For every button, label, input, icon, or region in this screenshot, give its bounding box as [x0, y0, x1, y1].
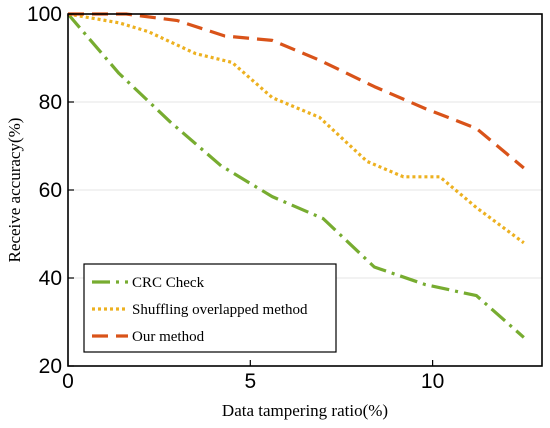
legend-label-1: CRC Check [132, 275, 205, 291]
x-tick-label: 0 [62, 370, 74, 393]
y-tick-label: 20 [39, 355, 62, 378]
y-tick-label: 80 [39, 91, 62, 114]
legend-label-3: Our method [132, 329, 205, 345]
series-line-1 [66, 12, 525, 339]
y-tick-label: 100 [27, 3, 62, 26]
series-line-3 [68, 12, 525, 170]
series-lines [66, 12, 525, 339]
x-tick-label: 5 [244, 370, 256, 393]
legend: CRC Check Shuffling overlapped method Our … [83, 263, 337, 353]
y-tick-label: 60 [39, 179, 62, 202]
y-tick-label: 40 [39, 267, 62, 290]
legend-label-2: Shuffling overlapped method [132, 302, 308, 318]
x-axis-label: Data tampering ratio(%) [222, 401, 388, 420]
y-axis-label: Receive accuracy(%) [5, 118, 24, 263]
x-tick-label: 10 [421, 370, 444, 393]
axis-ticks: 0 5 10 20 40 60 80 100 [27, 3, 444, 393]
